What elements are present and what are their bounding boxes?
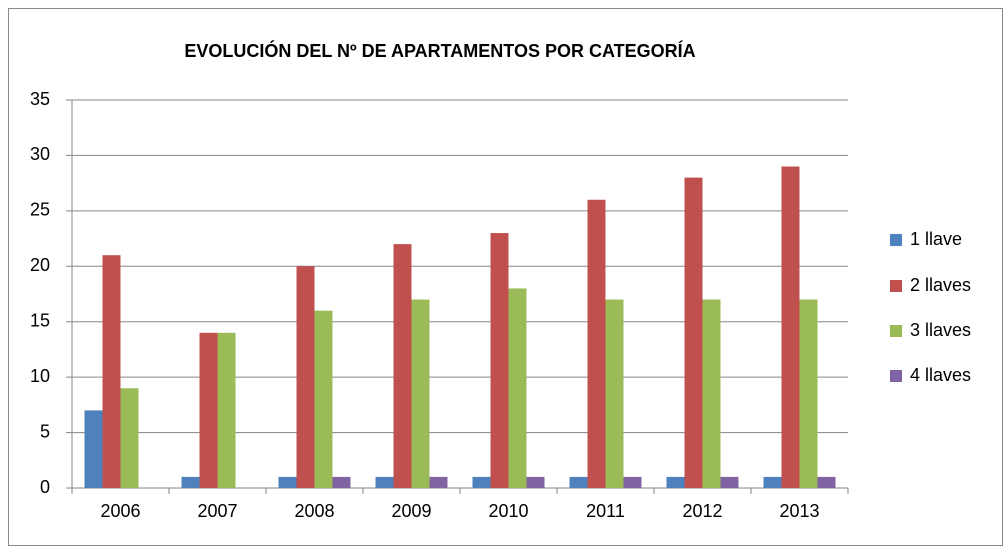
bar xyxy=(393,244,412,488)
legend-swatch xyxy=(890,370,902,382)
bar xyxy=(429,476,448,488)
y-tick-label: 30 xyxy=(30,144,50,164)
bar xyxy=(472,476,491,488)
x-tick-label: 2013 xyxy=(779,501,819,521)
legend-swatch xyxy=(890,234,902,246)
bar xyxy=(623,476,642,488)
bar xyxy=(217,332,236,488)
legend-label: 3 llaves xyxy=(910,320,971,340)
bar xyxy=(799,299,818,488)
bar xyxy=(817,476,836,488)
bar xyxy=(296,266,315,488)
bar xyxy=(375,476,394,488)
y-tick-label: 25 xyxy=(30,200,50,220)
y-tick-label: 5 xyxy=(40,421,50,441)
x-tick-label: 2006 xyxy=(100,501,140,521)
y-tick-label: 0 xyxy=(40,477,50,497)
bar xyxy=(199,332,218,488)
bar xyxy=(508,288,527,488)
bar xyxy=(666,476,685,488)
y-tick-label: 35 xyxy=(30,89,50,109)
bar xyxy=(102,255,121,488)
x-tick-label: 2008 xyxy=(294,501,334,521)
bar xyxy=(526,476,545,488)
bar xyxy=(332,476,351,488)
legend-swatch xyxy=(890,325,902,337)
bar xyxy=(781,166,800,488)
bar xyxy=(490,233,509,488)
y-tick-label: 20 xyxy=(30,255,50,275)
bar xyxy=(314,310,333,488)
bar xyxy=(120,388,139,488)
x-tick-label: 2012 xyxy=(682,501,722,521)
chart-title: EVOLUCIÓN DEL Nº DE APARTAMENTOS POR CAT… xyxy=(184,40,695,61)
bar xyxy=(278,476,297,488)
bar xyxy=(84,410,103,488)
x-tick-label: 2007 xyxy=(197,501,237,521)
x-tick-label: 2011 xyxy=(586,501,625,521)
bar xyxy=(702,299,721,488)
bar xyxy=(684,177,703,488)
y-tick-label: 10 xyxy=(30,366,50,386)
y-tick-label: 15 xyxy=(30,310,50,330)
legend-label: 4 llaves xyxy=(910,365,971,385)
bar xyxy=(587,199,606,488)
x-tick-label: 2010 xyxy=(488,501,528,521)
bar xyxy=(411,299,430,488)
bar xyxy=(763,476,782,488)
bar xyxy=(720,476,739,488)
legend-label: 2 llaves xyxy=(910,275,971,295)
bar xyxy=(569,476,588,488)
legend-label: 1 llave xyxy=(910,229,962,249)
legend-swatch xyxy=(890,280,902,292)
x-tick-label: 2009 xyxy=(391,501,431,521)
bar xyxy=(181,476,200,488)
bar xyxy=(605,299,624,488)
